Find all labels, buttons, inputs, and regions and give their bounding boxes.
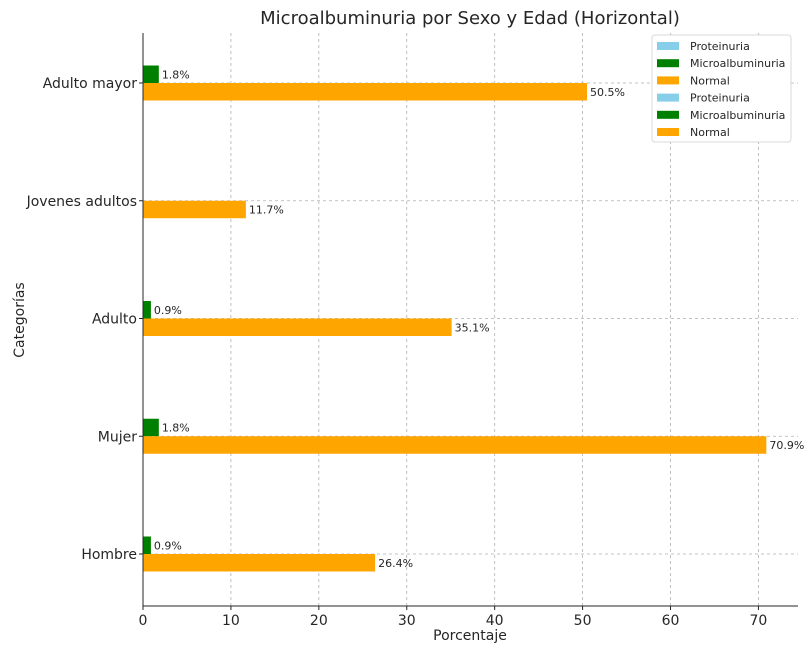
bar-normal-2 bbox=[143, 318, 452, 336]
bar-microalbuminuria-0 bbox=[143, 536, 151, 554]
legend-swatch bbox=[657, 59, 679, 68]
y-tick-label: Mujer bbox=[98, 429, 137, 445]
data-label: 26.4% bbox=[378, 557, 413, 570]
data-label: 70.9% bbox=[769, 439, 804, 452]
legend-swatch bbox=[657, 128, 679, 136]
x-tick-label: 40 bbox=[486, 613, 504, 629]
x-tick-label: 60 bbox=[662, 613, 680, 629]
y-axis-label: Categorías bbox=[12, 282, 28, 357]
y-tick-label: Adulto bbox=[92, 312, 137, 328]
legend-label: Proteinuria bbox=[690, 40, 750, 53]
data-label: 0.9% bbox=[154, 304, 182, 317]
data-label: 1.8% bbox=[162, 422, 190, 435]
data-label: 1.8% bbox=[162, 68, 190, 81]
data-label: 35.1% bbox=[455, 321, 490, 334]
data-label: 0.9% bbox=[154, 539, 182, 552]
data-label: 50.5% bbox=[590, 86, 625, 99]
x-tick-label: 30 bbox=[398, 613, 416, 629]
data-label: 11.7% bbox=[249, 204, 284, 217]
axis-ticks: 0 10 20 30 40 50 60 70 Hombre Mujer Adulto Jovenes … bbox=[26, 76, 768, 629]
y-tick-label: Jovenes adultos bbox=[26, 194, 137, 210]
legend-box bbox=[651, 34, 792, 143]
bar-normal-1 bbox=[143, 436, 767, 454]
bar-normal-4 bbox=[143, 83, 587, 101]
x-tick-label: 10 bbox=[222, 613, 240, 629]
x-tick-label: 0 bbox=[139, 613, 148, 629]
legend-label: Normal bbox=[690, 74, 730, 87]
legend-label: Normal bbox=[690, 126, 730, 139]
x-tick-label: 50 bbox=[574, 613, 592, 629]
data-labels: 0.9% 1.8% 0.9% 1.8% 26.4% 70.9% 35.1% 11.7% 50.5… bbox=[154, 68, 804, 570]
legend-swatch bbox=[657, 110, 679, 119]
bar-microalbuminuria-2 bbox=[143, 301, 151, 319]
y-tick-label: Adulto mayor bbox=[43, 76, 138, 92]
bars bbox=[143, 65, 767, 572]
legend-swatch bbox=[657, 93, 679, 102]
y-tick-label: Hombre bbox=[81, 547, 137, 563]
legend-swatch bbox=[657, 76, 679, 85]
legend: Proteinuria Microalbuminuria Normal Protein… bbox=[651, 34, 792, 143]
legend-label: Microalbuminuria bbox=[690, 109, 785, 122]
chart-title: Microalbuminuria por Sexo y Edad (Horizo… bbox=[260, 8, 680, 29]
legend-swatch bbox=[657, 42, 679, 50]
bar-microalbuminuria-1 bbox=[143, 418, 159, 437]
bar-normal-3 bbox=[143, 200, 246, 219]
bar-normal-0 bbox=[143, 554, 376, 572]
x-axis-label: Porcentaje bbox=[433, 628, 507, 644]
x-tick-label: 20 bbox=[310, 613, 328, 629]
legend-label: Microalbuminuria bbox=[690, 57, 785, 70]
x-tick-label: 70 bbox=[750, 613, 768, 629]
bar-microalbuminuria-4 bbox=[143, 65, 159, 83]
legend-label: Proteinuria bbox=[690, 92, 750, 105]
